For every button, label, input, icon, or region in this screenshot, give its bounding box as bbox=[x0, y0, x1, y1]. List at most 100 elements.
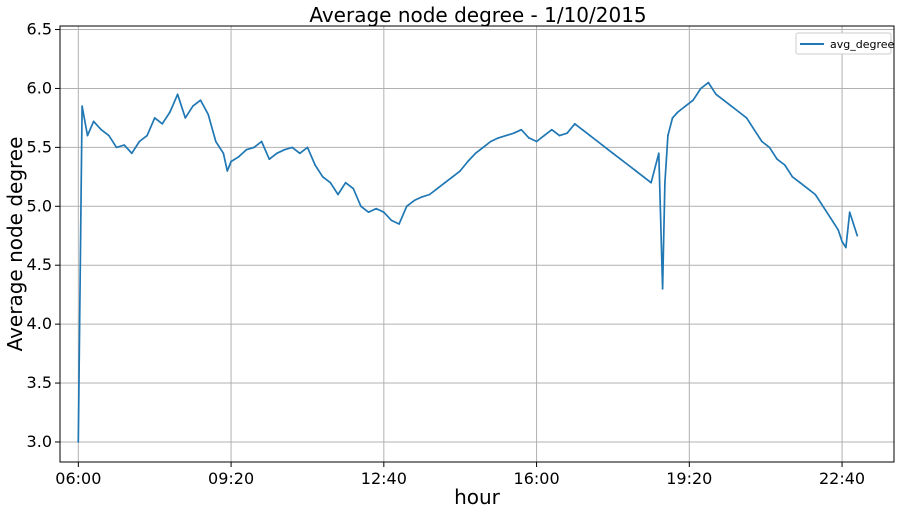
data-point bbox=[383, 211, 385, 213]
data-point bbox=[761, 140, 763, 143]
data-point bbox=[161, 123, 164, 125]
data-point bbox=[581, 128, 584, 131]
data-point bbox=[92, 120, 95, 123]
data-point bbox=[845, 246, 847, 249]
data-point bbox=[474, 152, 477, 155]
data-point bbox=[226, 170, 229, 172]
data-point bbox=[291, 146, 293, 149]
data-point bbox=[829, 217, 832, 219]
y-tick-label: 3.5 bbox=[27, 373, 52, 392]
data-point bbox=[306, 146, 309, 149]
data-point bbox=[77, 441, 80, 443]
legend-label-avg-degree: avg_degree bbox=[830, 38, 895, 51]
data-point bbox=[692, 99, 694, 102]
data-point bbox=[352, 187, 355, 190]
data-point bbox=[791, 176, 794, 178]
data-point bbox=[671, 117, 674, 119]
data-point bbox=[444, 181, 446, 184]
data-point bbox=[738, 111, 740, 113]
data-point bbox=[612, 152, 614, 155]
series-line-avg-degree bbox=[77, 81, 859, 443]
data-point bbox=[512, 132, 515, 135]
data-point bbox=[276, 152, 278, 155]
data-point bbox=[138, 140, 141, 143]
data-point bbox=[806, 187, 809, 190]
data-point bbox=[184, 117, 187, 119]
data-point bbox=[837, 229, 840, 231]
data-point bbox=[321, 176, 324, 178]
data-point bbox=[856, 234, 859, 237]
data-point bbox=[199, 99, 202, 102]
data-point bbox=[390, 219, 393, 222]
data-point bbox=[222, 152, 225, 155]
data-point bbox=[635, 170, 637, 172]
data-point bbox=[699, 87, 702, 90]
data-point bbox=[153, 117, 156, 119]
data-point bbox=[413, 199, 416, 202]
data-point bbox=[176, 93, 179, 96]
data-point bbox=[421, 196, 423, 198]
data-point bbox=[207, 113, 209, 116]
legend: avg_degree bbox=[795, 32, 895, 55]
x-tick-label: 12:40 bbox=[361, 469, 407, 488]
data-point bbox=[566, 132, 568, 135]
grid-lines bbox=[60, 26, 894, 462]
data-point bbox=[783, 164, 786, 166]
data-point bbox=[344, 181, 347, 184]
y-tick-label: 6.0 bbox=[27, 78, 52, 97]
data-point bbox=[130, 152, 133, 155]
data-point bbox=[230, 160, 232, 163]
data-point bbox=[715, 93, 717, 96]
data-point bbox=[657, 152, 660, 155]
data-point bbox=[337, 193, 339, 196]
data-point bbox=[520, 128, 523, 131]
data-point bbox=[115, 146, 118, 149]
data-point bbox=[405, 205, 408, 208]
data-point bbox=[822, 205, 824, 208]
data-point bbox=[667, 134, 669, 137]
data-point bbox=[852, 223, 855, 225]
x-tick-label: 09:20 bbox=[208, 469, 254, 488]
data-point bbox=[848, 211, 851, 213]
data-point bbox=[467, 160, 469, 163]
data-point bbox=[604, 146, 607, 149]
data-point bbox=[551, 128, 553, 131]
chart-title: Average node degree - 1/10/2015 bbox=[309, 3, 646, 27]
data-point bbox=[677, 111, 679, 113]
y-tick-label: 4.5 bbox=[27, 255, 52, 274]
data-point bbox=[81, 105, 83, 107]
data-point bbox=[169, 111, 171, 113]
data-point bbox=[245, 148, 248, 151]
data-point bbox=[459, 170, 461, 172]
data-point bbox=[505, 134, 507, 137]
data-point bbox=[146, 134, 148, 137]
data-point bbox=[436, 187, 439, 190]
y-axis-label: Average node degree bbox=[3, 137, 27, 352]
data-point bbox=[543, 134, 546, 137]
data-point bbox=[329, 181, 332, 184]
data-point bbox=[360, 205, 362, 208]
data-point bbox=[123, 144, 125, 146]
data-point bbox=[799, 181, 801, 184]
x-tick-label: 06:00 bbox=[55, 469, 101, 488]
data-point bbox=[268, 158, 271, 160]
data-point bbox=[283, 148, 286, 151]
data-point bbox=[528, 137, 530, 139]
data-point bbox=[558, 134, 561, 137]
axis-ticks: 06:00 09:20 12:40 16:00 19:20 22:40 3.0 3.5 4.0 4… bbox=[27, 20, 866, 488]
x-tick-label: 22:40 bbox=[819, 469, 865, 488]
data-point bbox=[253, 146, 255, 149]
data-point bbox=[299, 152, 301, 155]
data-point bbox=[722, 99, 725, 102]
data-point bbox=[573, 123, 576, 125]
data-point bbox=[745, 117, 748, 119]
series-layer bbox=[77, 81, 859, 443]
data-point bbox=[237, 156, 240, 158]
data-point bbox=[215, 140, 217, 143]
y-tick-label: 3.0 bbox=[27, 432, 52, 451]
data-point bbox=[482, 146, 484, 149]
y-tick-label: 5.0 bbox=[27, 196, 52, 215]
data-point bbox=[753, 128, 756, 131]
y-tick-label: 4.0 bbox=[27, 314, 52, 333]
data-point bbox=[489, 140, 492, 143]
